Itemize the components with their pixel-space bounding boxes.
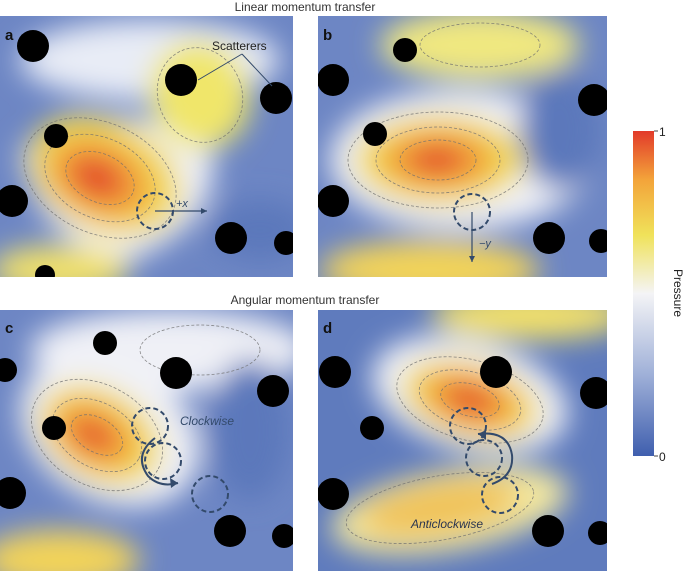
scatterer — [393, 38, 417, 62]
scatterer — [318, 185, 349, 217]
panel-label-b: b — [323, 27, 332, 44]
panel-label-c: c — [5, 320, 13, 337]
probe-dashed-circle — [449, 407, 487, 445]
scatterer — [0, 185, 28, 217]
scatterer — [480, 356, 512, 388]
top-heading: Linear momentum transfer — [235, 0, 376, 14]
scatterer — [319, 356, 351, 388]
probe-dashed-circle — [191, 475, 229, 513]
scatterer — [0, 358, 17, 382]
pressure-colorbar — [633, 131, 654, 456]
panel-d — [318, 310, 607, 571]
panel-b — [318, 16, 607, 277]
panel-c — [0, 310, 293, 571]
scatterer — [578, 84, 607, 116]
scatterers-pointer — [241, 53, 273, 87]
panel-label-d: d — [323, 320, 332, 337]
colorbar-min-label: 0 — [659, 450, 666, 464]
minus-y-annotation: −y — [479, 238, 492, 250]
probe-dashed-circle — [465, 439, 503, 477]
scatterer — [160, 357, 192, 389]
scatterer — [360, 416, 384, 440]
scatterer — [274, 231, 293, 255]
colorbar-max-label: 1 — [659, 125, 666, 139]
probe-dashed-circle — [144, 442, 182, 480]
panel-a — [0, 16, 293, 277]
scatterer — [165, 64, 197, 96]
scatterer — [42, 416, 66, 440]
scatterer — [44, 124, 68, 148]
plus-x-annotation: +x — [176, 198, 188, 210]
colorbar-title: Pressure — [671, 269, 685, 317]
scatterer — [589, 229, 607, 253]
scatterers-pointer — [197, 53, 243, 81]
scatterer — [533, 222, 565, 254]
clockwise-annotation: Clockwise — [180, 414, 234, 428]
scatterer — [363, 122, 387, 146]
middle-heading: Angular momentum transfer — [231, 293, 380, 307]
anticlockwise-annotation: Anticlockwise — [410, 517, 483, 531]
scatterer — [214, 515, 246, 547]
scatterer — [0, 477, 26, 509]
scatterer — [272, 524, 293, 548]
anticlockwise-rotation-arrow — [477, 432, 514, 485]
scatterer — [588, 521, 607, 545]
scatterer — [93, 331, 117, 355]
panel-label-a: a — [5, 27, 14, 44]
clockwise-rotation-arrow — [140, 437, 179, 486]
scatterer — [257, 375, 289, 407]
scatterers-annotation: Scatterers — [212, 39, 267, 53]
probe-dashed-circle — [481, 476, 519, 514]
probe-dashed-circle — [131, 407, 169, 445]
scatterer — [35, 265, 55, 277]
scatterer — [318, 478, 349, 510]
scatterer — [17, 30, 49, 62]
scatterer — [532, 515, 564, 547]
scatterer — [215, 222, 247, 254]
scatterer — [318, 64, 349, 96]
scatterer — [580, 377, 607, 409]
scatterer — [260, 82, 292, 114]
